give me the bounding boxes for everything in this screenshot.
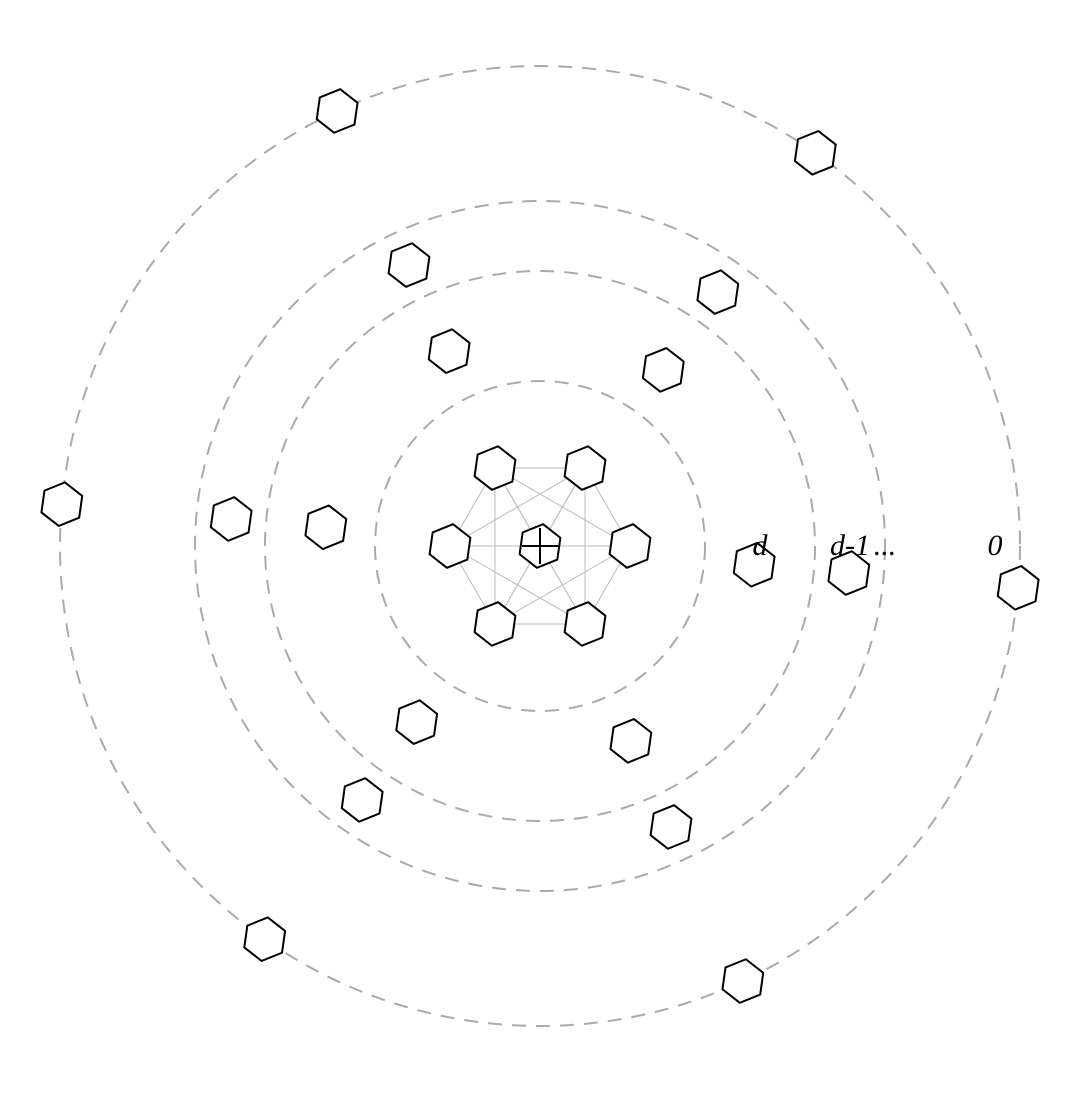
ring-label: 0 <box>988 529 1003 562</box>
ring-label: d <box>753 529 769 562</box>
concentric-shell-diagram: d d-1... 0 <box>0 0 1080 1093</box>
ring-label: d-1 <box>830 529 870 562</box>
ring-label: ... <box>874 529 897 562</box>
